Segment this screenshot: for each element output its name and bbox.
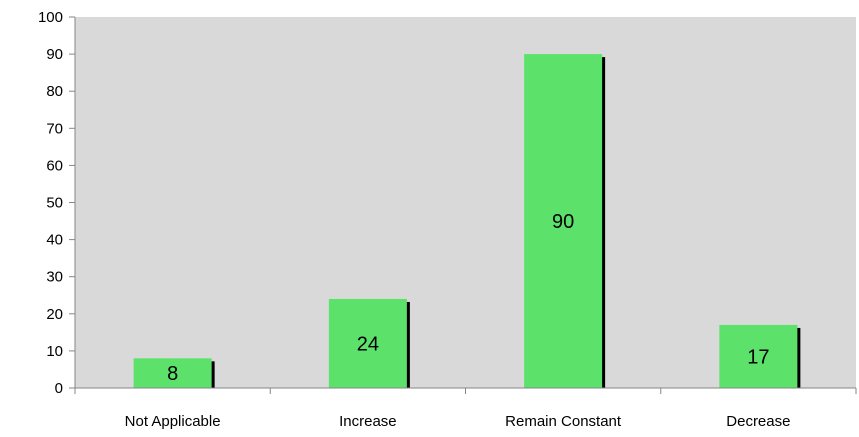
y-tick-label: 80 — [46, 83, 63, 100]
x-category-label: Increase — [339, 413, 397, 430]
data-label: 24 — [357, 333, 379, 355]
x-category-label: Not Applicable — [125, 413, 221, 430]
data-label: 8 — [167, 363, 178, 385]
y-tick-label: 40 — [46, 232, 63, 249]
bar — [133, 358, 212, 388]
y-axis-ticks: 0 10 20 30 40 50 60 70 80 90 100 — [38, 9, 75, 397]
data-label: 17 — [747, 346, 769, 368]
bar-shadow — [601, 57, 606, 388]
data-label: 90 — [552, 211, 574, 233]
bar-shadow — [405, 301, 410, 388]
y-tick-label: 70 — [46, 120, 63, 137]
bar-shadow — [796, 327, 801, 388]
x-category-label: Decrease — [726, 413, 790, 430]
y-tick-label: 0 — [55, 380, 63, 397]
y-tick-label: 60 — [46, 157, 63, 174]
y-tick-label: 50 — [46, 195, 63, 212]
y-tick-label: 30 — [46, 269, 63, 286]
bars-group — [133, 54, 801, 388]
y-tick-label: 90 — [46, 46, 63, 63]
data-labels-group: 8 24 90 17 — [167, 211, 769, 385]
y-tick-label: 20 — [46, 306, 63, 323]
bar — [524, 54, 603, 388]
x-category-label: Remain Constant — [505, 413, 622, 430]
bar — [328, 298, 407, 388]
x-axis-labels: Not Applicable Increase Remain Constant Dec… — [125, 413, 791, 430]
y-tick-label: 10 — [46, 343, 63, 360]
y-tick-label: 100 — [38, 9, 63, 26]
bar-shadow — [210, 361, 215, 388]
bar — [719, 324, 798, 388]
